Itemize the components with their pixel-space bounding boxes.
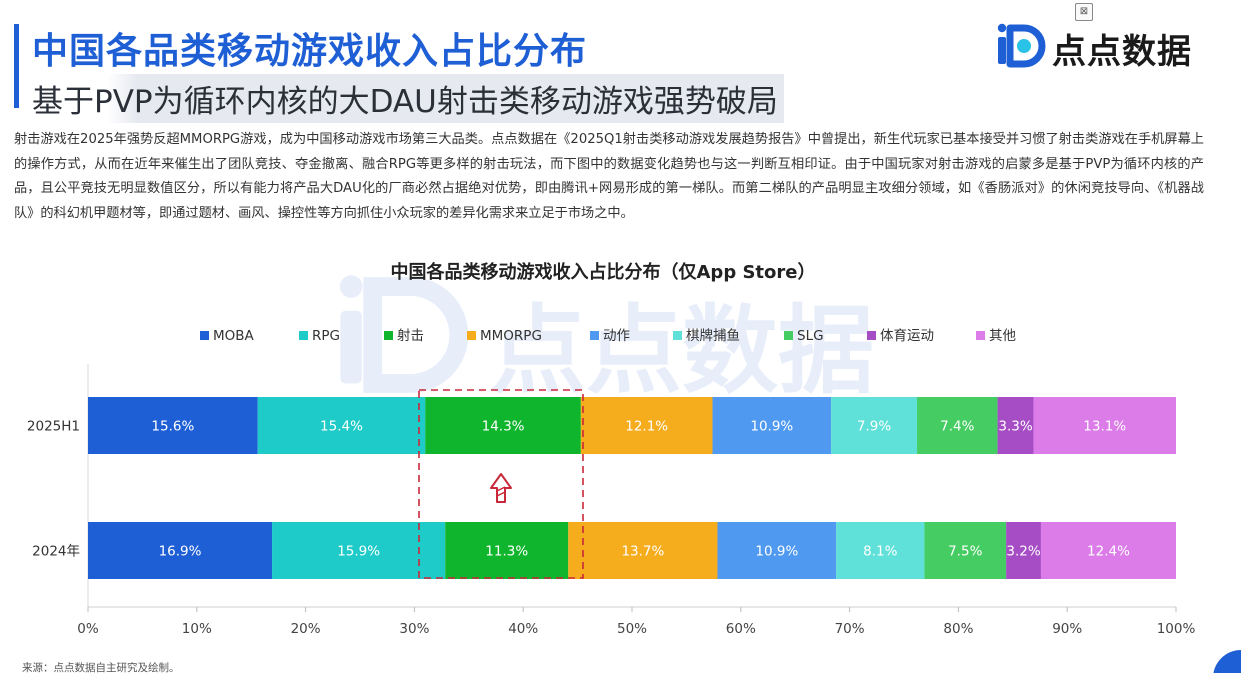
bar-segment-1-1 xyxy=(272,522,446,579)
x-tick-label-9: 90% xyxy=(1052,621,1082,637)
bar-segment-0-6 xyxy=(917,397,998,454)
bar-segment-1-4 xyxy=(717,522,837,579)
title-accent-bar xyxy=(14,24,19,108)
bar-label-0-0: 15.6% xyxy=(151,419,194,435)
bar-label-1-4: 10.9% xyxy=(755,544,798,560)
legend-swatch-2 xyxy=(384,331,393,340)
bar-segment-1-5 xyxy=(836,522,925,579)
brand-logo: 点点数据 xyxy=(996,20,1216,72)
logo-text: 点点数据 xyxy=(1052,32,1192,72)
legend-label-6: SLG xyxy=(797,328,824,344)
x-tick-label-0: 0% xyxy=(77,621,99,637)
legend-swatch-8 xyxy=(976,331,985,340)
bar-label-1-0: 16.9% xyxy=(159,544,202,560)
legend-label-3: MMORPG xyxy=(480,328,542,344)
y-category-label-1: 2024年 xyxy=(32,544,80,560)
x-tick-label-2: 20% xyxy=(291,621,321,637)
body-paragraph: 射击游戏在2025年强势反超MMORPG游戏，成为中国移动游戏市场第三大品类。点… xyxy=(14,132,1204,221)
x-tick-label-6: 60% xyxy=(726,621,756,637)
bar-label-0-3: 12.1% xyxy=(625,419,668,435)
bar-label-0-1: 15.4% xyxy=(320,419,363,435)
bar-segment-0-7 xyxy=(997,397,1034,454)
increase-arrow-hatch xyxy=(496,486,506,497)
bar-label-1-6: 7.5% xyxy=(948,544,982,560)
x-tick-label-7: 70% xyxy=(835,621,865,637)
x-tick-label-3: 30% xyxy=(399,621,429,637)
legend-swatch-3 xyxy=(467,331,476,340)
bar-segment-0-5 xyxy=(831,397,918,454)
corner-decoration xyxy=(1213,650,1241,673)
diandian-logo-icon xyxy=(997,23,1046,68)
bar-segment-0-2 xyxy=(425,397,581,454)
bar-segment-0-3 xyxy=(580,397,713,454)
bar-label-0-4: 10.9% xyxy=(750,419,793,435)
legend-swatch-1 xyxy=(299,331,308,340)
legend-label-1: RPG xyxy=(312,328,340,344)
x-tick-label-4: 40% xyxy=(508,621,538,637)
bar-segment-0-0 xyxy=(88,397,258,454)
bar-label-1-3: 13.7% xyxy=(621,544,664,560)
chart-gridlines xyxy=(87,364,1177,612)
chart-annotation xyxy=(418,389,584,579)
x-tick-label-1: 10% xyxy=(182,621,212,637)
legend-label-5: 棋牌捕鱼 xyxy=(686,327,740,344)
page-subtitle: 基于PVP为循环内核的大DAU射击类移动游戏强势破局 xyxy=(32,74,784,123)
bar-segment-0-4 xyxy=(712,397,832,454)
legend-label-7: 体育运动 xyxy=(880,328,934,344)
legend-swatch-6 xyxy=(784,331,793,340)
bar-segment-0-8 xyxy=(1033,397,1176,454)
bar-label-0-8: 13.1% xyxy=(1083,419,1126,435)
bar-label-1-7: 3.2% xyxy=(1006,544,1040,560)
x-tick-label-5: 50% xyxy=(617,621,647,637)
legend-label-0: MOBA xyxy=(213,328,255,344)
bar-segment-1-6 xyxy=(924,522,1007,579)
page-title: 中国各品类移动游戏收入占比分布 xyxy=(32,31,588,72)
bar-segment-1-7 xyxy=(1006,522,1041,579)
bar-label-0-6: 7.4% xyxy=(940,419,974,435)
screenshot-tool-icon[interactable]: ⊠ xyxy=(1075,3,1093,21)
bar-label-1-2: 11.3% xyxy=(485,544,528,560)
revenue-share-chart: 中国各品类移动游戏收入占比分布（仅App Store） MOBA RPG 射击 MMO… xyxy=(27,261,1196,637)
chart-bars: 15.6% 15.4% 14.3% 12.1% 10.9% 7.9% 7.4% 3.3% 13.… xyxy=(88,397,1176,579)
bar-label-1-5: 8.1% xyxy=(863,544,897,560)
legend-swatch-5 xyxy=(673,331,682,340)
bar-segment-0-1 xyxy=(257,397,426,454)
bar-segment-1-8 xyxy=(1040,522,1176,579)
legend-swatch-7 xyxy=(867,331,876,340)
chart-y-axis: 2025H1 2024年 xyxy=(27,419,80,560)
bar-label-0-7: 3.3% xyxy=(998,419,1032,435)
bar-label-0-2: 14.3% xyxy=(482,419,525,435)
bar-label-1-8: 12.4% xyxy=(1087,544,1130,560)
source-note: 来源：点点数据自主研究及绘制。 xyxy=(22,662,180,673)
bar-segment-1-2 xyxy=(445,522,569,579)
bar-segment-1-3 xyxy=(568,522,718,579)
legend-label-4: 动作 xyxy=(603,328,630,344)
chart-title: 中国各品类移动游戏收入占比分布（仅App Store） xyxy=(391,261,816,283)
increase-arrow-icon xyxy=(490,473,512,503)
bar-label-0-5: 7.9% xyxy=(857,419,891,435)
bar-segment-1-0 xyxy=(88,522,273,579)
legend-swatch-0 xyxy=(200,331,209,340)
legend-label-2: 射击 xyxy=(397,328,424,344)
chart-legend: MOBA RPG 射击 MMORPG 动作 棋牌捕鱼 SLG 体育运动 其他 xyxy=(200,327,1016,344)
chart-x-axis: 0% 10% 20% 30% 40% 50% 60% 70% 80% 90% 100% xyxy=(77,621,1195,637)
x-tick-label-10: 100% xyxy=(1157,621,1196,637)
x-tick-label-8: 80% xyxy=(943,621,973,637)
bar-label-1-1: 15.9% xyxy=(337,544,380,560)
legend-swatch-4 xyxy=(590,331,599,340)
legend-label-8: 其他 xyxy=(989,328,1016,344)
highlight-dashed-box xyxy=(418,389,584,579)
y-category-label-0: 2025H1 xyxy=(27,419,80,435)
